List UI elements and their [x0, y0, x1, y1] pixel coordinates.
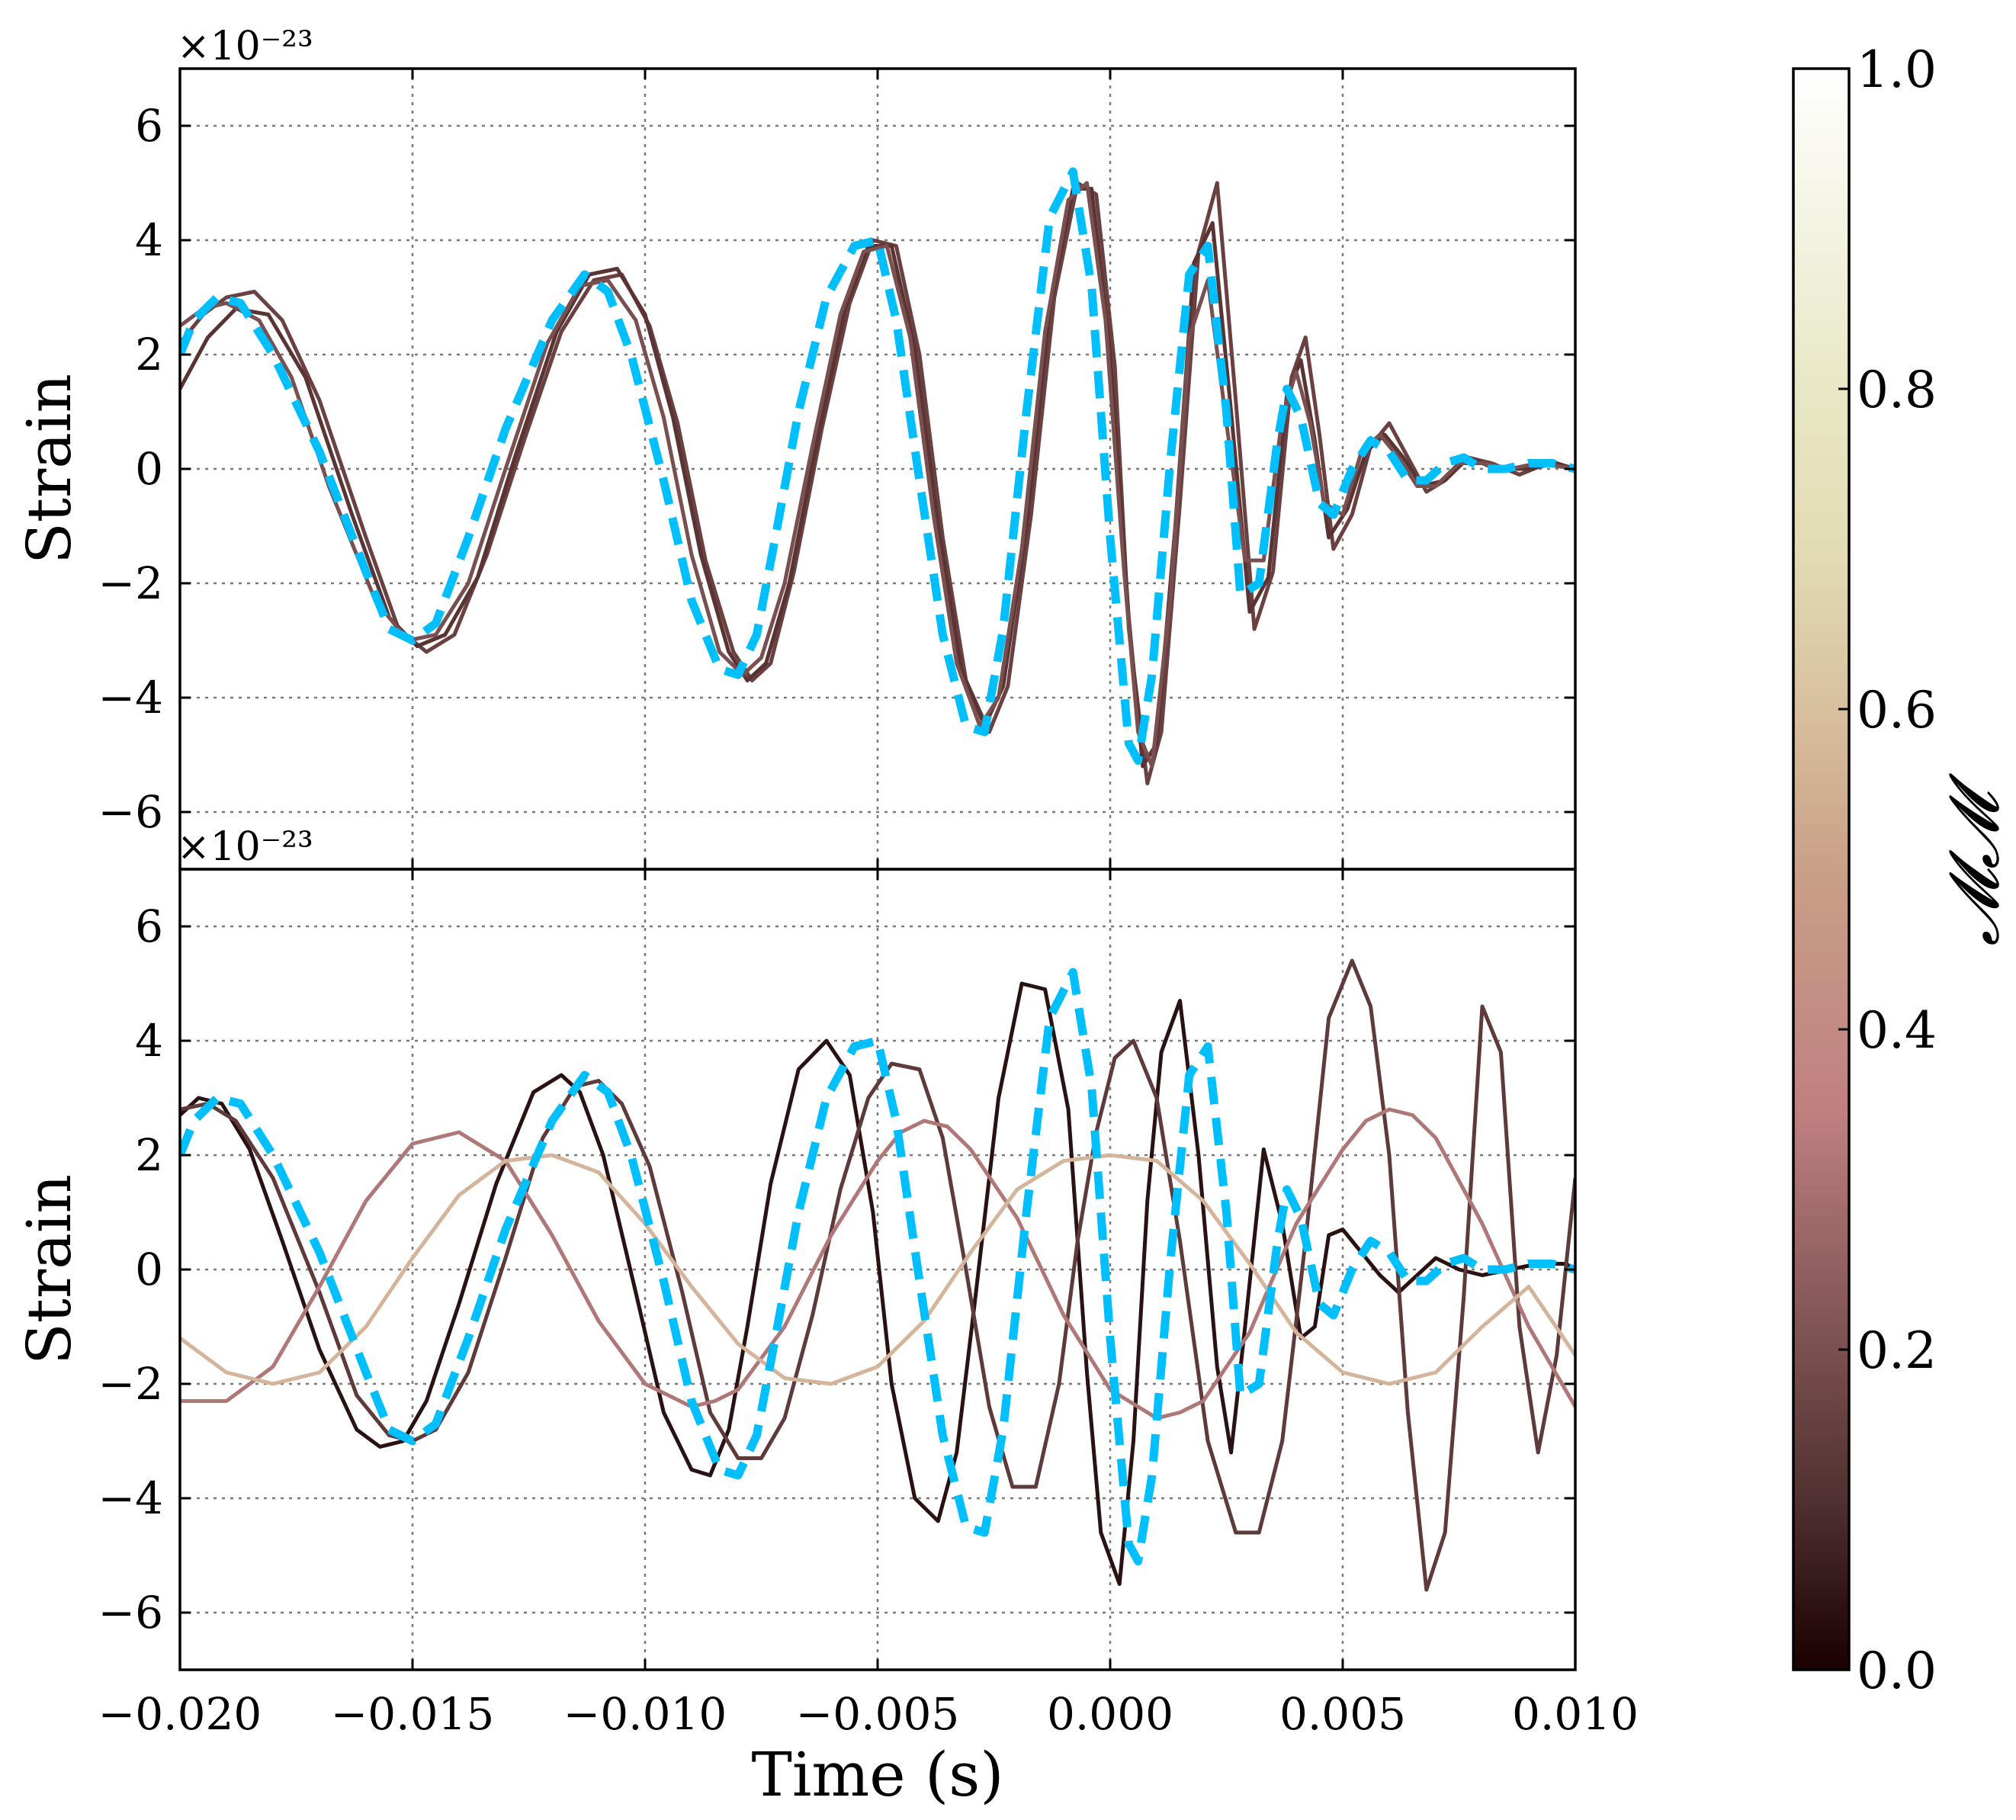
- colorbar-tick-label: 0.2: [1857, 1321, 1937, 1380]
- x-tick-label: −0.015: [331, 1688, 495, 1740]
- series-line-mm-0.55: [180, 1153, 1575, 1386]
- series-line-injected: [180, 968, 1575, 1565]
- y-tick-label: 6: [135, 900, 163, 952]
- y-tick-label: 2: [135, 329, 163, 380]
- x-tick-label: 0.000: [1047, 1688, 1173, 1740]
- series-line-posterior-1: [180, 181, 1575, 785]
- top-offset-label: ×10⁻²³: [177, 24, 313, 69]
- bottom-offset-label: ×10⁻²³: [177, 824, 313, 870]
- series-line-mm-0.00: [180, 981, 1575, 1586]
- y-tick-label: −2: [98, 1358, 164, 1410]
- series-line-mm-0.30: [180, 1107, 1575, 1420]
- y-tick-label: −6: [98, 1587, 164, 1639]
- y-tick-label: 4: [135, 214, 163, 266]
- y-tick-label: −4: [98, 672, 164, 724]
- colorbar-gradient: [1793, 69, 1849, 1670]
- series-line-injected: [180, 167, 1575, 765]
- colorbar-tick-label: 0.4: [1857, 1001, 1937, 1060]
- bottom-ticks: [178, 869, 1577, 1670]
- top-y-tick-labels: −6 −4 −2 0 2 4 6: [98, 100, 164, 838]
- top-ticks: [178, 69, 1577, 869]
- y-tick-label: −2: [98, 557, 164, 609]
- top-panel: −6 −4 −2 0 2 4 6 ×10⁻²³ Strain: [14, 24, 1577, 871]
- bottom-panel: −6 −4 −2 0 2 4 6 −0.020 −0.015 −0.010 −0.005 0.000…: [14, 824, 1639, 1810]
- colorbar-tick-label: 1.0: [1857, 40, 1937, 99]
- y-tick-label: −6: [98, 786, 164, 838]
- y-tick-label: 2: [135, 1129, 163, 1181]
- colorbar-tick-label: 0.0: [1857, 1642, 1937, 1700]
- x-tick-label: 0.005: [1279, 1688, 1406, 1740]
- colorbar-label: 𝓜𝓜: [1934, 772, 2014, 946]
- colorbar: 0.0 0.2 0.4 0.6 0.8 1.0 𝓜𝓜: [1792, 40, 2014, 1700]
- y-tick-label: 4: [135, 1015, 163, 1067]
- x-tick-label: −0.010: [563, 1688, 727, 1740]
- colorbar-frame: [1792, 67, 1851, 1671]
- y-tick-label: 0: [135, 1244, 163, 1295]
- y-tick-label: 0: [135, 443, 163, 495]
- x-tick-label: −0.020: [98, 1688, 262, 1740]
- series-line-mm-0.15: [180, 958, 1575, 1592]
- y-tick-label: 6: [135, 100, 163, 152]
- colorbar-tick-label: 0.8: [1857, 361, 1937, 419]
- bottom-y-axis-label: Strain: [14, 1174, 85, 1365]
- x-axis-label: Time (s): [751, 1739, 1003, 1810]
- top-series: [180, 167, 1575, 785]
- series-line-posterior-2: [180, 187, 1575, 769]
- x-tick-labels: −0.020 −0.015 −0.010 −0.005 0.000 0.005 0.010: [98, 1688, 1639, 1740]
- bottom-series: [180, 958, 1575, 1592]
- top-y-axis-label: Strain: [14, 374, 85, 564]
- colorbar-ticks: 0.0 0.2 0.4 0.6 0.8 1.0: [1838, 40, 1937, 1700]
- x-tick-label: −0.005: [796, 1688, 960, 1740]
- series-line-posterior-3: [180, 181, 1575, 769]
- bottom-y-tick-labels: −6 −4 −2 0 2 4 6: [98, 900, 164, 1639]
- colorbar-tick-label: 0.6: [1857, 681, 1937, 740]
- x-tick-label: 0.010: [1512, 1688, 1639, 1740]
- y-tick-label: −4: [98, 1472, 164, 1524]
